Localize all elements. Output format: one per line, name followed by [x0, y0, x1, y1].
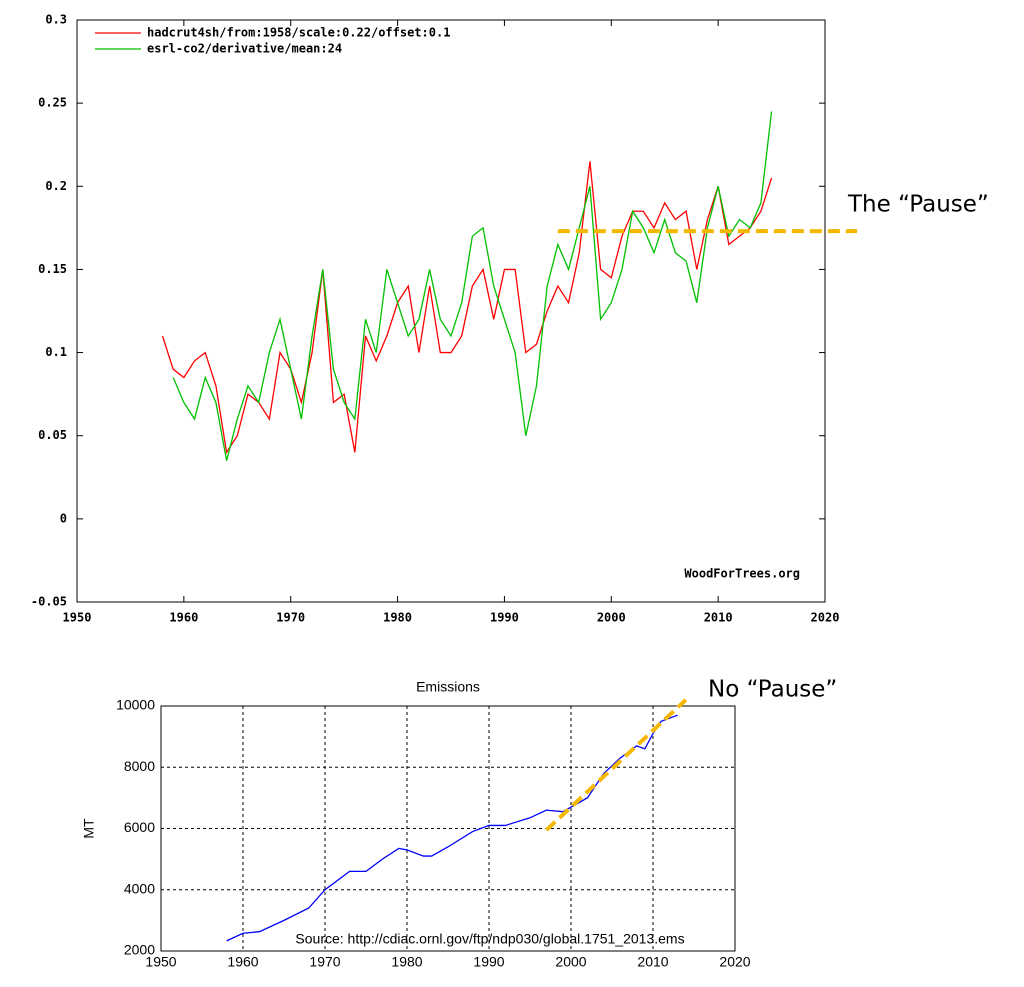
data-line [161, 161, 773, 455]
chart: 1950 1960 1970 1980 1990 2000 2010 2020 2000 4000… [81, 679, 751, 970]
plot-frame [76, 19, 826, 603]
plot-frame [160, 705, 736, 952]
y-tick-label: 4000 [124, 880, 155, 896]
x-tick-label: 2000 [597, 611, 626, 625]
x-tick-label: 1960 [227, 954, 258, 970]
x-tick-label: 2020 [719, 954, 750, 970]
legend-label: hadcrut4sh/from:1958/scale:0.22/offset:0… [147, 26, 450, 40]
y-tick-label: 0.2 [45, 179, 67, 193]
x-tick-label: 1970 [276, 611, 305, 625]
x-tick-label: 1990 [490, 611, 519, 625]
y-tick-label: 6000 [124, 819, 155, 835]
source-note: Source: http://cdiac.ornl.gov/ftp/ndp030… [295, 931, 684, 947]
data-line [172, 111, 773, 461]
x-tick-label: 2000 [555, 954, 586, 970]
x-tick-label: 2010 [704, 611, 733, 625]
annotation-line [545, 698, 688, 832]
y-tick-label: -0.05 [31, 595, 67, 609]
legend-label: esrl-co2/derivative/mean:24 [147, 42, 342, 56]
y-tick-label: 8000 [124, 758, 155, 774]
annotation-label: No “Pause” [708, 677, 837, 703]
y-tick-label: 0.3 [45, 13, 67, 27]
chart: 1950 1960 1970 1980 1990 2000 2010 2020 -0.05 0 0.… [31, 13, 840, 625]
chart-title: Emissions [416, 679, 480, 695]
y-tick-label: 0 [60, 511, 67, 525]
y-tick-label: 0.1 [45, 345, 67, 359]
annotation-label: The “Pause” [847, 192, 989, 218]
x-tick-label: 2010 [637, 954, 668, 970]
x-tick-label: 1960 [169, 611, 198, 625]
y-tick-label: 10000 [116, 697, 155, 713]
y-tick-label: 2000 [124, 942, 155, 958]
x-tick-label: 1950 [63, 611, 92, 625]
x-tick-label: 1950 [145, 954, 176, 970]
y-tick-label: 0.25 [38, 96, 67, 110]
x-tick-label: 2020 [811, 611, 840, 625]
x-tick-label: 1990 [473, 954, 504, 970]
y-tick-label: 0.15 [38, 262, 67, 276]
y-axis-label: MT [81, 818, 97, 839]
watermark: WoodForTrees.org [684, 567, 800, 581]
x-tick-label: 1980 [391, 954, 422, 970]
y-tick-label: 0.05 [38, 428, 67, 442]
x-tick-label: 1980 [383, 611, 412, 625]
x-tick-label: 1970 [309, 954, 340, 970]
